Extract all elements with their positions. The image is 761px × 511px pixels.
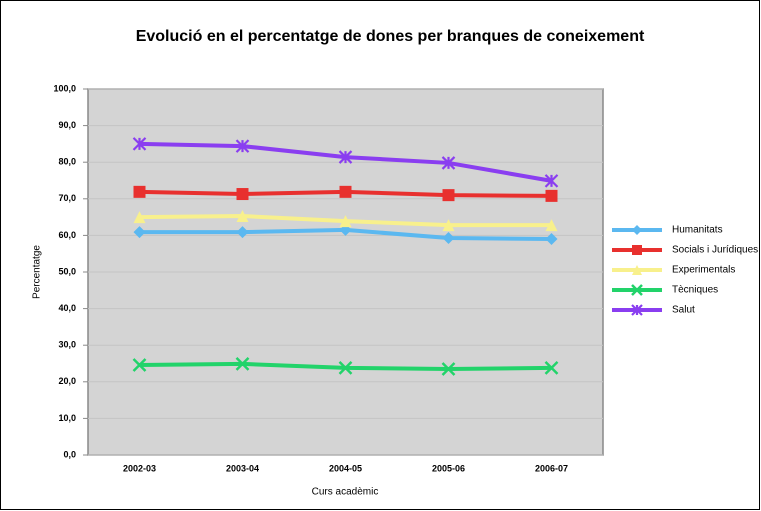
marker [442, 219, 455, 232]
y-tick-label: 60,0 [58, 230, 76, 240]
marker [441, 156, 456, 170]
x-tick-label: 2005-06 [432, 463, 465, 473]
x-tick-label: 2003-04 [226, 463, 259, 473]
y-tick-label: 70,0 [58, 193, 76, 203]
marker [442, 189, 455, 202]
y-tick-label: 50,0 [58, 266, 76, 276]
marker [132, 358, 147, 372]
y-tick-label: 100,0 [53, 83, 76, 93]
marker [338, 150, 353, 164]
legend-marker [631, 284, 643, 296]
marker [133, 211, 146, 224]
marker [236, 226, 249, 239]
x-tick-label: 2004-05 [329, 463, 362, 473]
marker [133, 226, 146, 239]
legend-marker [632, 245, 642, 255]
legend-marker [632, 225, 642, 235]
y-tick-label: 80,0 [58, 157, 76, 167]
y-tick-label: 20,0 [58, 376, 76, 386]
chart-title: Evolució en el percentatge de dones per … [136, 28, 645, 45]
y-tick-label: 10,0 [58, 413, 76, 423]
legend-label: Experimentals [672, 265, 735, 276]
marker [235, 356, 250, 371]
marker [339, 185, 352, 198]
y-tick-label: 0,0 [63, 449, 76, 459]
marker [236, 188, 249, 201]
y-tick-label: 90,0 [58, 120, 76, 130]
marker [544, 361, 559, 375]
marker [441, 362, 456, 376]
y-axis-label: Percentatge [32, 245, 43, 299]
marker [442, 231, 455, 244]
marker [236, 210, 249, 223]
y-tick-label: 40,0 [58, 303, 76, 313]
legend-marker [632, 265, 642, 275]
marker [545, 233, 558, 246]
legend-label: Salut [672, 305, 695, 316]
x-axis-label: Curs acadèmic [312, 487, 379, 498]
x-tick-label: 2006-07 [535, 463, 568, 473]
marker [339, 215, 352, 228]
marker [545, 219, 558, 232]
legend-marker [631, 304, 643, 316]
marker [132, 137, 147, 151]
legend-label: Socials i Jurídiques [672, 245, 758, 256]
marker [235, 139, 250, 153]
x-tick-label: 2002-03 [123, 463, 156, 473]
legend-label: Tècniques [672, 285, 718, 296]
marker [545, 189, 558, 202]
marker [133, 185, 146, 198]
legend-label: Humanitats [672, 225, 723, 236]
marker [338, 361, 353, 375]
marker [544, 174, 559, 188]
y-tick-label: 30,0 [58, 340, 76, 350]
